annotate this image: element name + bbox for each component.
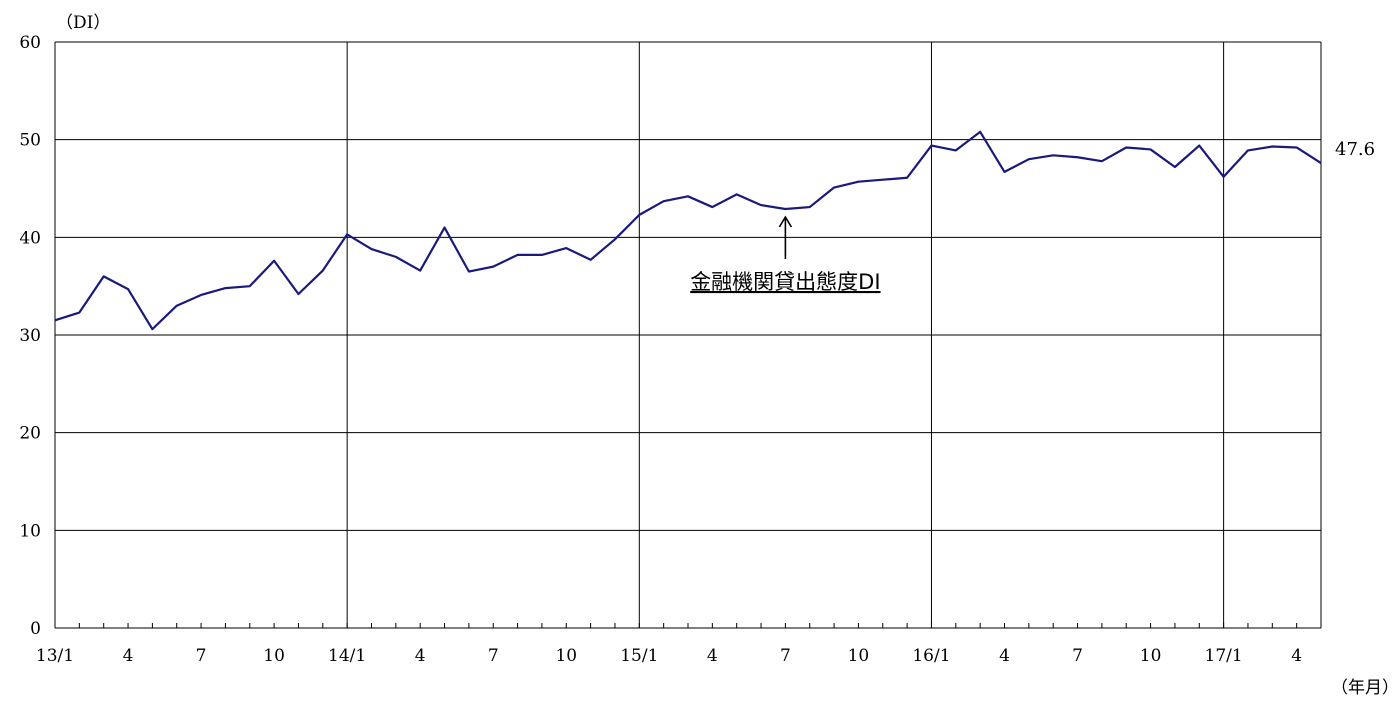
y-tick-label: 40 — [19, 228, 41, 248]
x-tick-label: 15/1 — [620, 646, 658, 666]
x-tick-label: 10 — [555, 646, 577, 666]
x-tick-label: 7 — [780, 646, 791, 666]
y-tick-label: 0 — [30, 619, 41, 639]
x-tick-label: 16/1 — [912, 646, 950, 666]
annotation-arrow — [778, 215, 793, 260]
y-tick-label: 30 — [19, 326, 41, 346]
x-tick-label: 14/1 — [328, 646, 366, 666]
x-tick-label: 7 — [196, 646, 207, 666]
x-tick-label: 10 — [263, 646, 285, 666]
x-tick-label: 4 — [123, 646, 134, 666]
series-annotation-label: 金融機関貸出態度DI — [690, 270, 880, 294]
series-line — [54, 130, 1322, 331]
x-tick-label: 13/1 — [36, 646, 74, 666]
x-axis-unit-label: （年月） — [1331, 678, 1398, 698]
grid — [55, 41, 1321, 629]
x-tick-label: 7 — [488, 646, 499, 666]
x-tick-label: 17/1 — [1205, 646, 1243, 666]
x-tick-label: 4 — [707, 646, 718, 666]
y-tick-label: 60 — [19, 33, 41, 53]
x-tick-label: 10 — [848, 646, 870, 666]
axes: 0 10 20 30 40 50 60 13/1 4 7 10 14/1 4 7 10 15/1 4 7 10 16/… — [19, 33, 1322, 666]
x-tick-label: 4 — [1291, 646, 1302, 666]
series-layer — [54, 130, 1322, 331]
x-tick-label: 4 — [415, 646, 426, 666]
x-tick-label: 7 — [1072, 646, 1083, 666]
y-tick-label: 20 — [19, 424, 41, 444]
x-tick-label: 10 — [1140, 646, 1162, 666]
end-value-label: 47.6 — [1335, 139, 1375, 160]
y-axis-unit-label: （DI） — [56, 13, 110, 33]
y-tick-label: 10 — [19, 521, 41, 541]
annotations: 47.6 金融機関貸出態度DI — [690, 139, 1375, 294]
x-tick-label: 4 — [999, 646, 1010, 666]
y-tick-label: 50 — [19, 131, 41, 151]
